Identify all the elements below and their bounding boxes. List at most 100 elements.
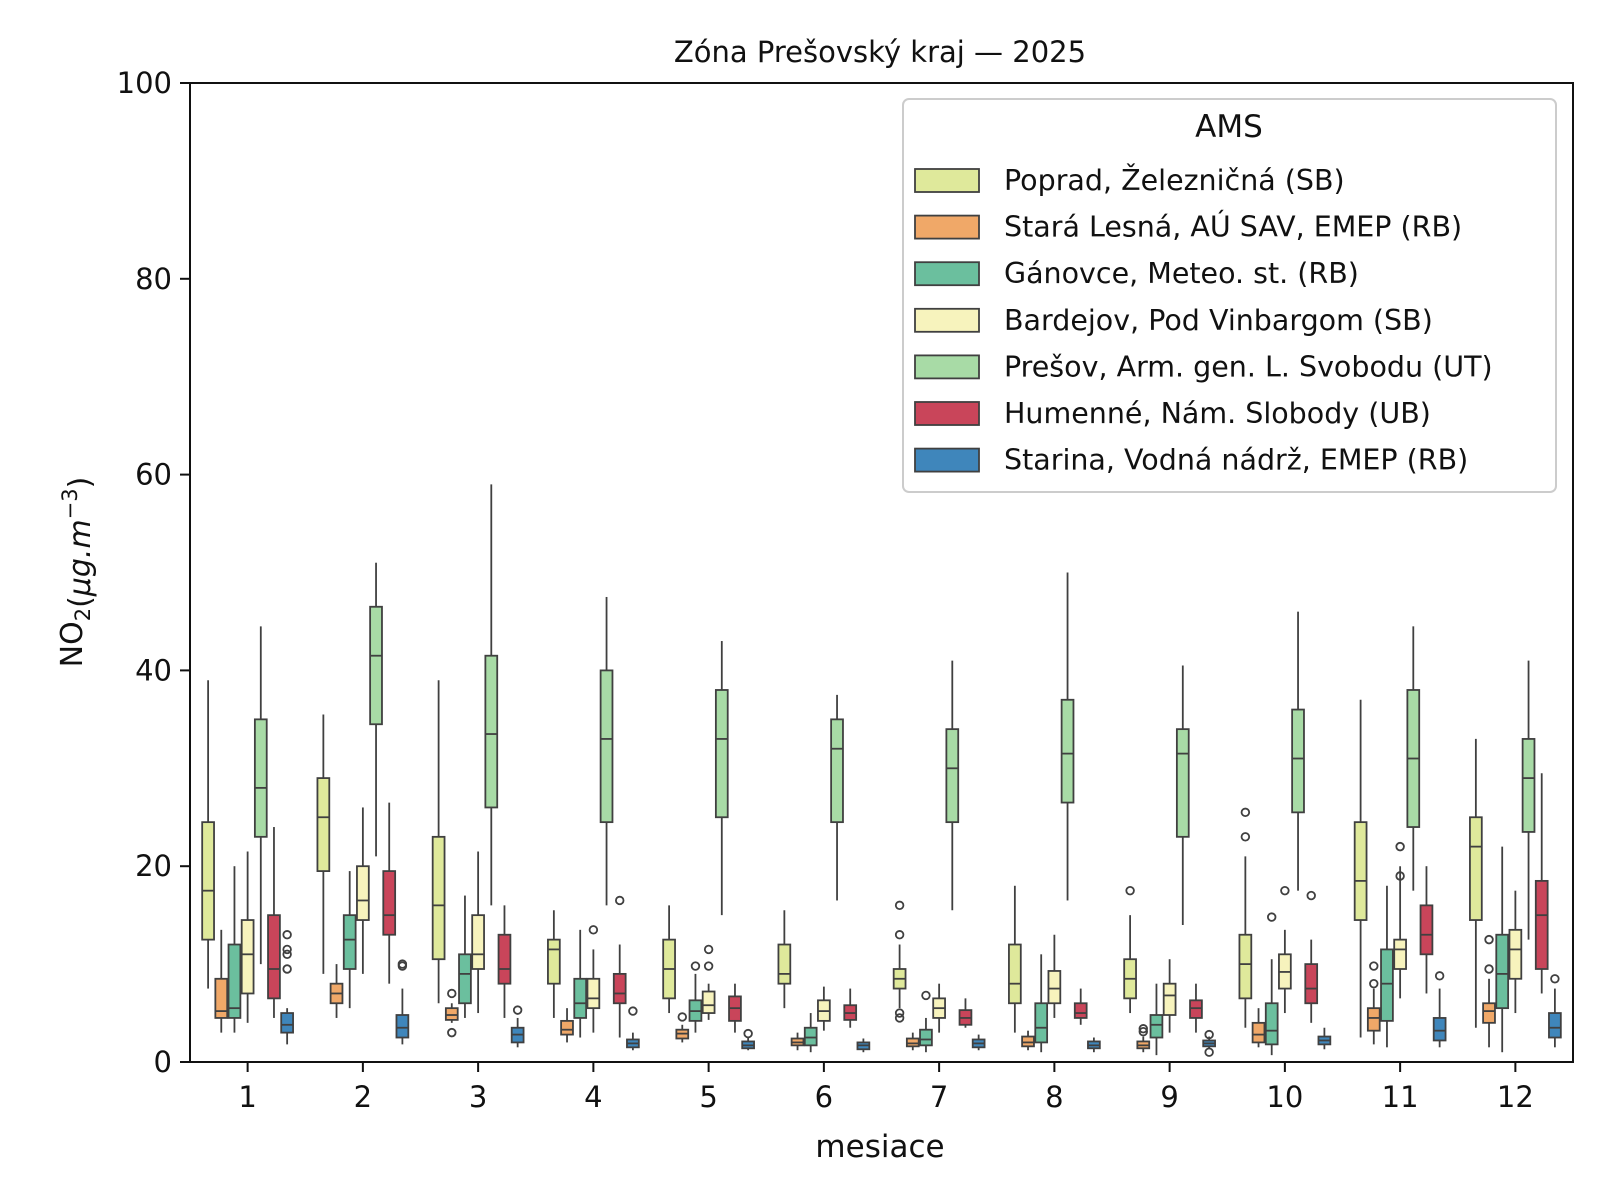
box-6-10 bbox=[1304, 890, 1319, 1023]
box-body bbox=[1073, 1002, 1088, 1019]
box-6-7 bbox=[958, 998, 973, 1028]
outlier-point bbox=[1204, 1047, 1214, 1057]
outlier-point bbox=[894, 900, 905, 911]
y-label-main: NO bbox=[55, 621, 90, 667]
outlier-point bbox=[1267, 912, 1277, 922]
box-4-3 bbox=[471, 851, 485, 1014]
box-body bbox=[1548, 1012, 1562, 1039]
box-body bbox=[1393, 938, 1407, 970]
y-axis-label: NO2(μg.m−3) bbox=[55, 477, 98, 668]
legend-title: AMS bbox=[1195, 109, 1263, 145]
legend-swatch bbox=[914, 447, 980, 473]
box-5-10 bbox=[1291, 611, 1305, 891]
box-body bbox=[444, 1007, 459, 1021]
box-body bbox=[1238, 933, 1253, 1000]
box-7-2 bbox=[395, 959, 410, 1045]
box-4-4 bbox=[586, 925, 601, 1033]
legend-label: Starina, Vodná nádrž, EMEP (RB) bbox=[1004, 444, 1468, 477]
box-7-10 bbox=[1317, 1027, 1332, 1050]
box-3-11 bbox=[1380, 885, 1394, 1048]
box-body bbox=[1521, 738, 1536, 833]
series-group bbox=[201, 680, 1483, 1038]
box-body bbox=[1291, 708, 1305, 814]
legend-label: Stará Lesná, AÚ SAV, EMEP (RB) bbox=[1004, 210, 1462, 244]
y-tick-label: 20 bbox=[135, 849, 172, 883]
x-axis: 1 2 3 4 5 6 7 8 9 10 11 12 bbox=[238, 1062, 1534, 1114]
box-body bbox=[1366, 1007, 1381, 1032]
box-2-1 bbox=[214, 929, 229, 1033]
outlier-point bbox=[1240, 832, 1251, 842]
box-4-5 bbox=[701, 944, 716, 1020]
box-body bbox=[714, 689, 729, 819]
outlier-point bbox=[282, 964, 292, 974]
outlier-point bbox=[615, 895, 625, 906]
legend-swatch bbox=[914, 261, 980, 287]
box-5-5 bbox=[714, 641, 729, 916]
box-4-6 bbox=[817, 986, 831, 1031]
box-6-9 bbox=[1189, 983, 1203, 1033]
box-body bbox=[1432, 1017, 1447, 1042]
x-tick-label: 12 bbox=[1497, 1080, 1534, 1114]
box-3-2 bbox=[342, 871, 357, 1009]
box-body bbox=[1162, 982, 1177, 1016]
box-3-12 bbox=[1495, 846, 1510, 1053]
legend-frame bbox=[902, 98, 1557, 493]
legend-item: Humenné, Nám. Slobody (UB) bbox=[914, 397, 1431, 430]
box-body bbox=[280, 1012, 294, 1034]
box-1-3 bbox=[431, 680, 446, 1004]
box-5-9 bbox=[1175, 665, 1190, 925]
plot-area bbox=[201, 484, 1562, 1057]
box-body bbox=[945, 728, 960, 824]
box-body bbox=[701, 990, 716, 1014]
box-5-8 bbox=[1060, 572, 1075, 901]
box-3-6 bbox=[803, 1013, 818, 1053]
box-body bbox=[830, 718, 844, 824]
x-tick-label: 11 bbox=[1382, 1080, 1419, 1114]
outlier-point bbox=[1395, 841, 1405, 852]
box-6-3 bbox=[497, 905, 512, 1018]
outlier-point bbox=[1484, 934, 1494, 945]
box-body bbox=[497, 933, 512, 985]
box-body bbox=[777, 943, 792, 985]
outlier-point bbox=[1434, 971, 1445, 981]
box-body bbox=[356, 865, 370, 921]
legend-label: Prešov, Arm. gen. L. Svobodu (UT) bbox=[1004, 350, 1493, 383]
legend-swatch bbox=[914, 354, 980, 380]
box-6-8 bbox=[1073, 988, 1088, 1025]
outlier-point bbox=[1484, 964, 1494, 974]
box-body bbox=[547, 938, 561, 985]
box-6-6 bbox=[843, 988, 858, 1028]
outlier-point bbox=[894, 1008, 905, 1018]
chart-title: Zóna Prešovský kraj — 2025 bbox=[674, 35, 1086, 69]
outlier-point bbox=[1125, 885, 1135, 896]
x-axis-label: mesiace bbox=[815, 1129, 944, 1165]
legend-label: Bardejov, Pod Vinbargom (SB) bbox=[1004, 304, 1433, 337]
box-4-1 bbox=[240, 851, 255, 1023]
outlier-point bbox=[1138, 1026, 1148, 1037]
box-2-6 bbox=[790, 1032, 805, 1051]
box-6-2 bbox=[382, 802, 397, 984]
x-tick-label: 2 bbox=[354, 1080, 372, 1114]
box-7-8 bbox=[1087, 1037, 1101, 1053]
series-group bbox=[267, 773, 1549, 1038]
outlier-point bbox=[894, 930, 905, 940]
box-2-9 bbox=[1136, 1024, 1151, 1053]
box-5-3 bbox=[484, 484, 499, 906]
outlier-point bbox=[1395, 871, 1405, 881]
box-body bbox=[1482, 1002, 1496, 1024]
box-5-6 bbox=[830, 694, 844, 901]
x-tick-label: 3 bbox=[469, 1080, 487, 1114]
outlier-point bbox=[677, 1012, 687, 1022]
box-3-5 bbox=[688, 961, 703, 1033]
box-body bbox=[1469, 816, 1483, 921]
x-tick-label: 8 bbox=[1045, 1080, 1063, 1114]
box-1-7 bbox=[892, 900, 907, 1023]
outlier-point bbox=[447, 988, 457, 999]
box-body bbox=[1353, 821, 1368, 921]
box-body bbox=[214, 977, 229, 1019]
x-tick-label: 6 bbox=[815, 1080, 833, 1114]
box-body bbox=[586, 977, 601, 1010]
box-body bbox=[560, 1019, 574, 1036]
x-tick-label: 9 bbox=[1160, 1080, 1178, 1114]
y-tick-label: 0 bbox=[154, 1045, 172, 1079]
